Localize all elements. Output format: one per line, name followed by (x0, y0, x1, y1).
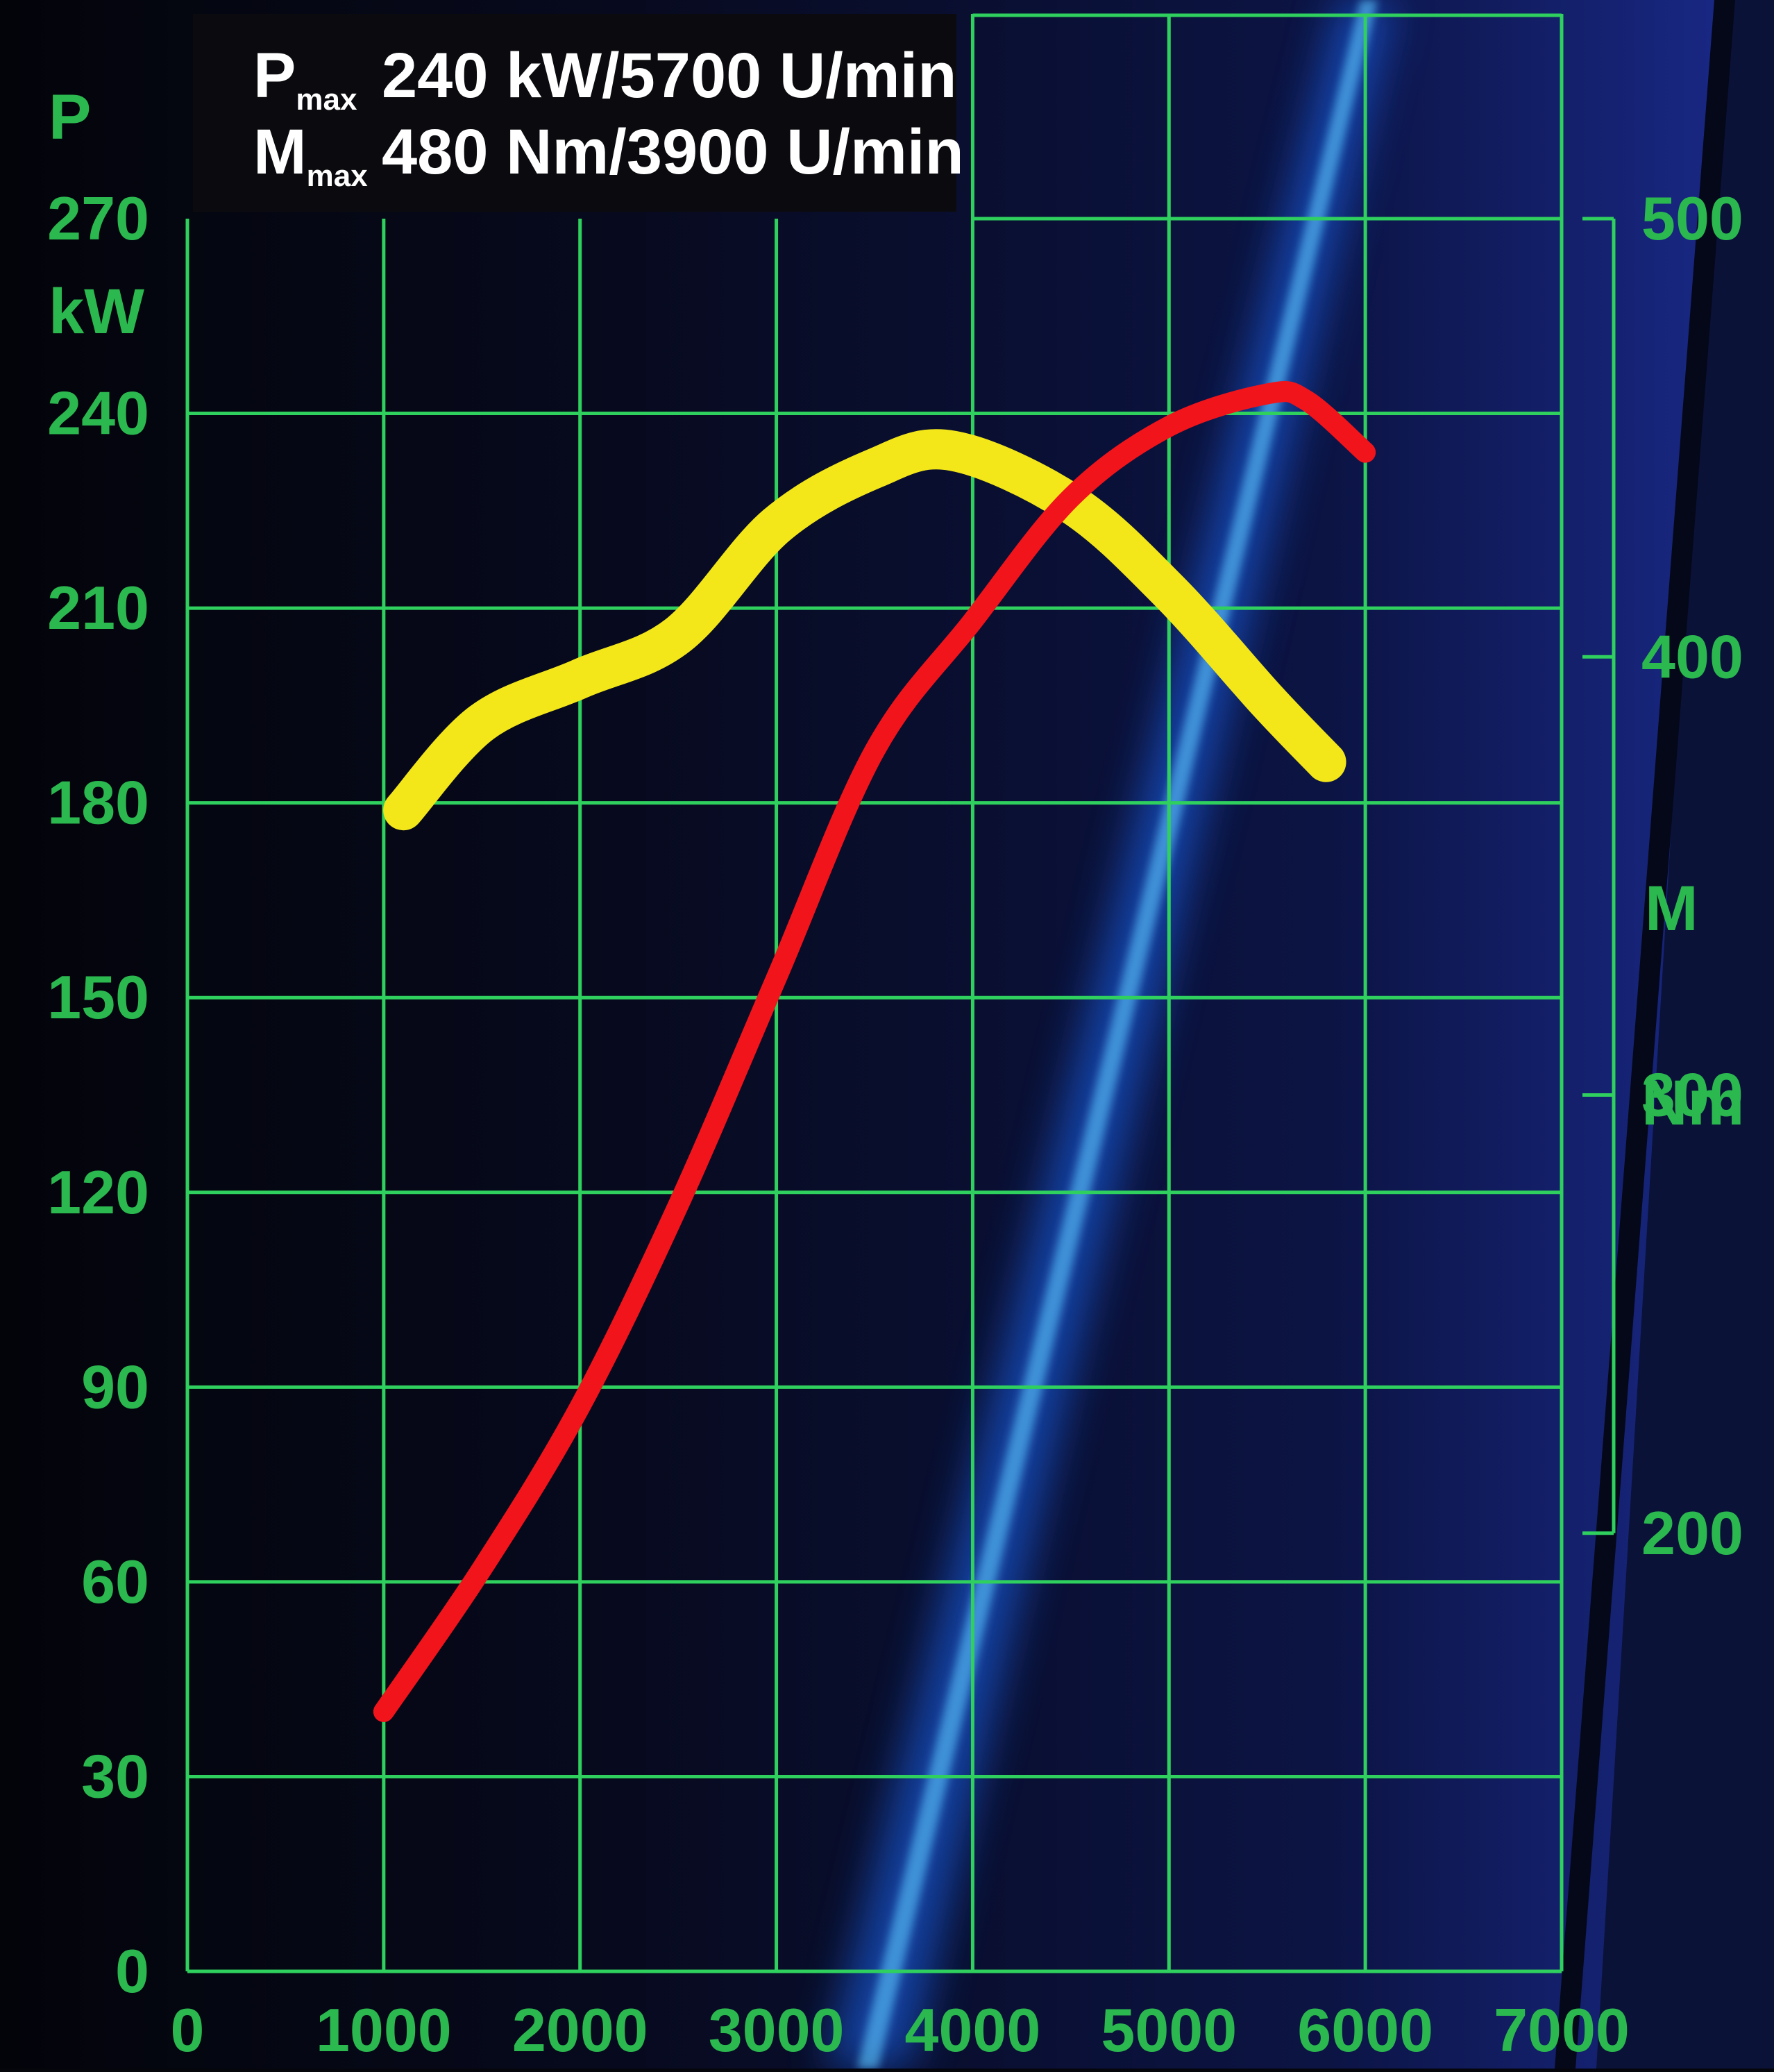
x-tick-label: 5000 (1101, 1996, 1237, 2064)
y-left-tick-label: 0 (115, 1937, 149, 2005)
torque-curve (383, 429, 1346, 831)
x-tick-label: 7000 (1494, 1996, 1630, 2064)
y-left-tick-label: 150 (47, 963, 149, 1031)
y-left-tick-label: 120 (47, 1158, 149, 1227)
y-right-ticks: 200 300 400 500 (1582, 184, 1743, 1567)
info-box-bg (193, 14, 956, 212)
y-left-ticks: 0 30 60 90 120 150 180 210 240 270 (47, 184, 149, 2005)
x-tick-label: 3000 (709, 1996, 845, 2064)
y-right-tick-label: 400 (1641, 622, 1743, 691)
y-left-tick-label: 30 (81, 1742, 149, 1810)
x-tick-label: 2000 (512, 1996, 648, 2064)
y-right-tick-label: 200 (1641, 1499, 1743, 1567)
light-beam-core (857, 0, 1378, 2069)
y-left-tick-label: 240 (47, 379, 149, 448)
y-left-tick-label: 90 (81, 1352, 149, 1421)
y-left-tick-label: 270 (47, 184, 149, 253)
right-edge-band (1596, 0, 1774, 2069)
info-box: Pmax 240 kW/5700 U/min Mmax 480 Nm/3900 … (193, 14, 964, 212)
grid (185, 13, 1564, 1973)
series (373, 381, 1376, 1722)
x-tick-label: 0 (171, 1996, 205, 2064)
mmax-value: 480 Nm/3900 U/min (382, 117, 964, 187)
x-ticks: 0 1000 2000 3000 4000 5000 6000 7000 (171, 1996, 1630, 2064)
y-left-tick-label: 60 (81, 1547, 149, 1616)
mmax-label: Mmax (253, 117, 368, 193)
pmax-value: 240 kW/5700 U/min (382, 40, 956, 111)
y-right-tick-label: 300 (1641, 1061, 1743, 1129)
y-right-unit: Nm (1641, 1068, 1744, 1138)
y-right-symbol: M (1645, 873, 1698, 944)
y-right-tick-label: 500 (1641, 184, 1743, 253)
y-left-tick-label: 180 (47, 768, 149, 837)
right-edge-line (1555, 0, 1735, 2069)
x-tick-label: 1000 (316, 1996, 452, 2064)
y-left-tick-label: 210 (47, 573, 149, 642)
y-left-symbol: P (49, 82, 91, 153)
x-tick-label: 4000 (905, 1996, 1041, 2064)
x-tick-label: 6000 (1297, 1996, 1433, 2064)
y-left-unit: kW (49, 276, 144, 347)
power-curve (373, 381, 1376, 1722)
pmax-label: Pmax (253, 40, 357, 117)
